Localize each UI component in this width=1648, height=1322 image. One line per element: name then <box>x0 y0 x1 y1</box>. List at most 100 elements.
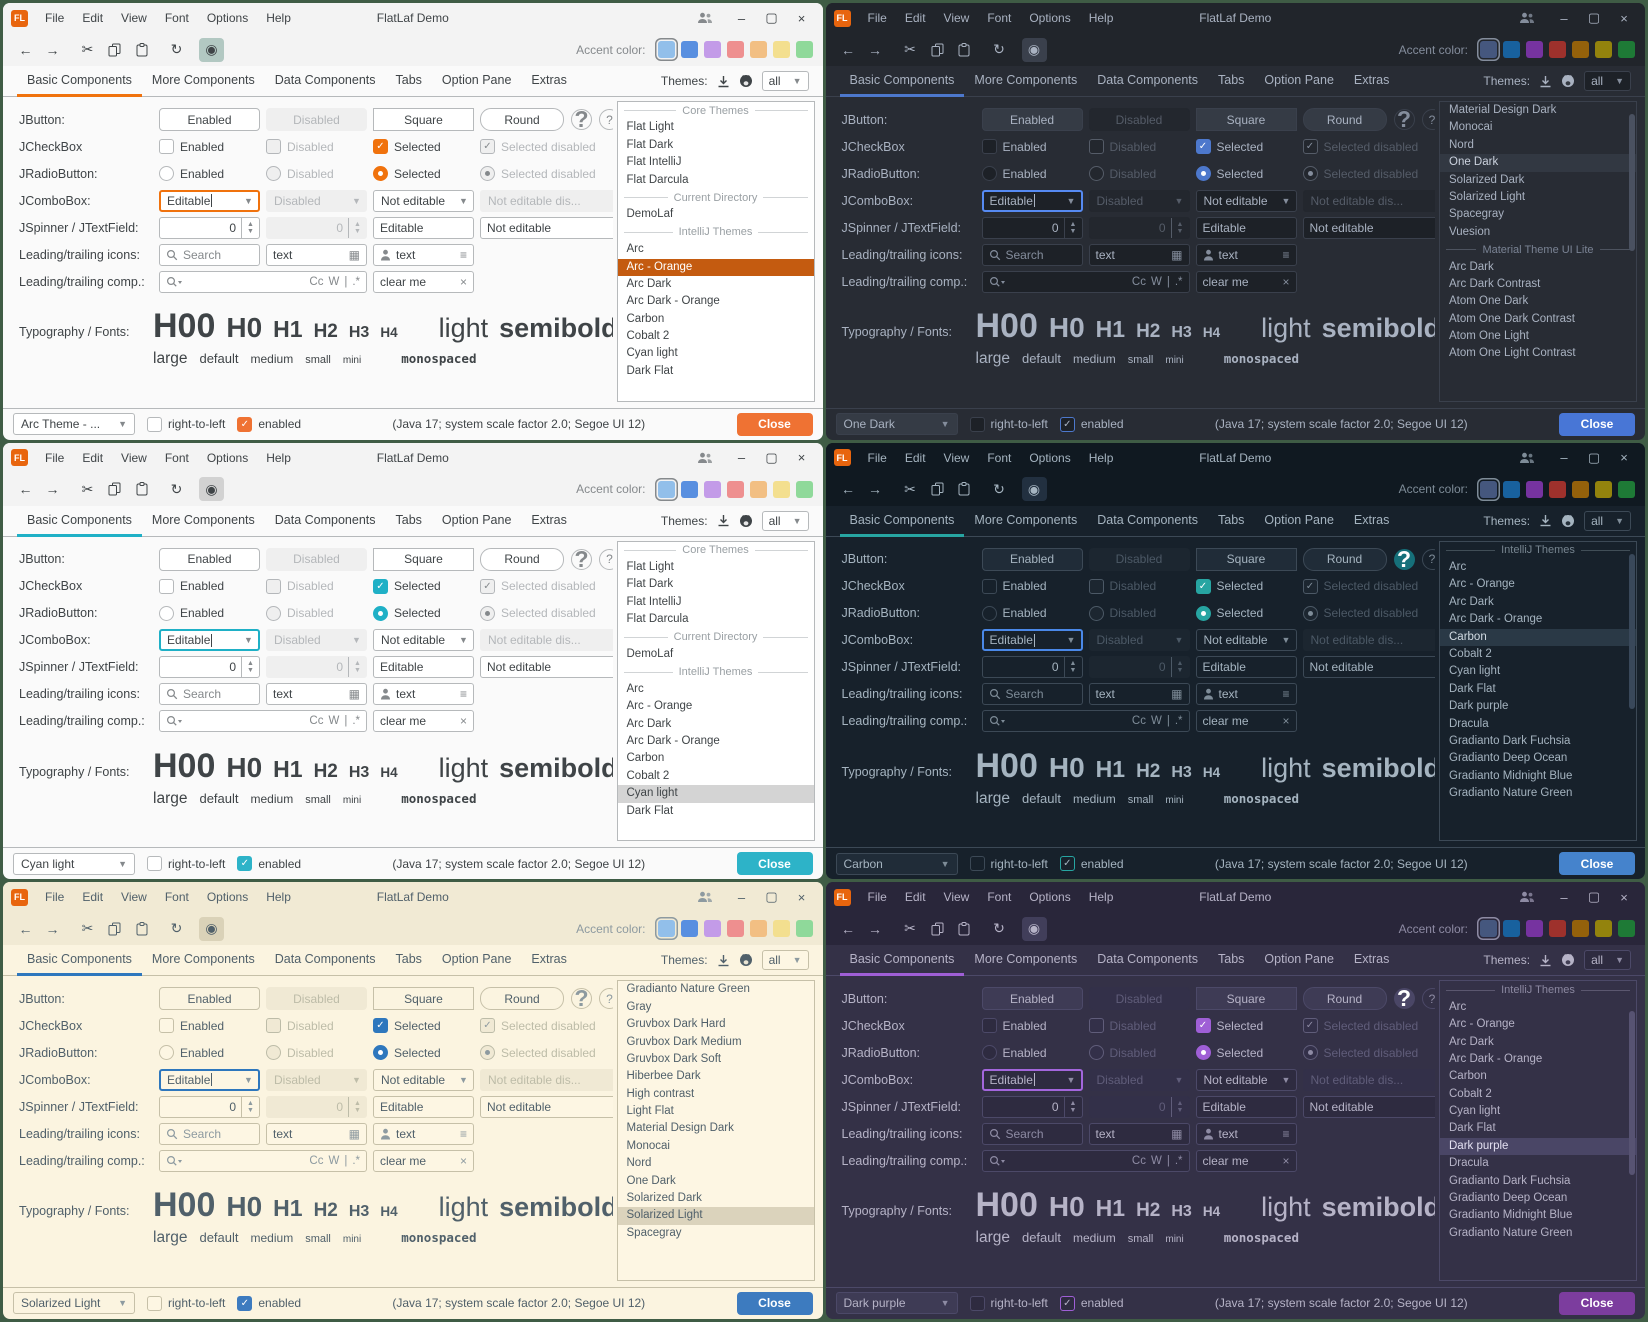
search-input[interactable]: Search <box>159 683 260 706</box>
accent-swatch-5[interactable] <box>749 41 767 58</box>
theme-item-cyan-light[interactable]: Cyan light <box>626 347 678 360</box>
themes-list[interactable]: Material Design Dark Monocai Nord One Dark S… <box>1439 101 1637 402</box>
theme-item-cyan-light[interactable]: Cyan light <box>1449 1105 1501 1118</box>
spinner[interactable]: 0 ▲ ▼ <box>981 216 1083 239</box>
theme-item-carbon[interactable]: Carbon <box>1440 628 1636 646</box>
radio-selected[interactable]: Selected <box>1195 605 1297 621</box>
right-to-left-checkbox[interactable]: ✓right-to-left <box>147 1295 225 1311</box>
combobox-not-editable[interactable]: Not editable ▼ <box>373 629 474 652</box>
whole-word-toggle[interactable]: W <box>1150 715 1162 728</box>
theme-item-arc-orange[interactable]: Arc - Orange <box>617 258 814 276</box>
square-button[interactable]: Square <box>373 987 474 1011</box>
tab-basic-components[interactable]: Basic Components <box>17 947 142 977</box>
enabled-button[interactable]: Enabled <box>981 987 1083 1011</box>
forward-button[interactable]: → <box>45 481 60 498</box>
spinner[interactable]: 0 ▲ ▼ <box>981 656 1083 679</box>
tab-extras[interactable]: Extras <box>531 952 567 967</box>
close-button[interactable]: Close <box>1559 1291 1635 1315</box>
accent-swatch-3[interactable] <box>703 480 721 498</box>
theme-item-spacegray[interactable]: Spacegray <box>626 1226 682 1239</box>
menu-font[interactable]: Font <box>987 11 1012 25</box>
cut-button[interactable]: ✂ <box>81 41 94 57</box>
search-options-field[interactable]: Cc W | .* <box>159 270 367 293</box>
checkbox-enabled[interactable]: ✓Enabled <box>981 1018 1083 1034</box>
clearable-field[interactable]: clear me × <box>1195 1149 1297 1172</box>
accent-swatch-2[interactable] <box>1503 41 1520 58</box>
search-dropdown-icon[interactable] <box>166 715 183 727</box>
tab-extras[interactable]: Extras <box>531 73 567 87</box>
theme-item-gradianto-dark-fuchsia[interactable]: Gradianto Dark Fuchsia <box>1449 1174 1571 1187</box>
accent-swatch-5[interactable] <box>1572 480 1589 498</box>
square-button[interactable]: Square <box>1195 987 1297 1011</box>
show-toggle-button[interactable]: ◉ <box>199 37 224 62</box>
forward-button[interactable]: → <box>45 920 60 937</box>
menu-font[interactable]: Font <box>987 450 1012 465</box>
theme-item-flat-light[interactable]: Flat Light <box>626 121 674 134</box>
menu-view[interactable]: View <box>121 890 147 905</box>
text-field-table-icon[interactable]: text ▦ <box>1088 1122 1190 1145</box>
accent-swatch-7[interactable] <box>1618 480 1635 498</box>
text-field-table-icon[interactable]: text ▦ <box>1088 243 1190 266</box>
right-to-left-checkbox[interactable]: ✓right-to-left <box>147 856 225 872</box>
combobox-editable[interactable]: Editable ▼ <box>159 629 260 652</box>
window-close-button[interactable]: × <box>797 450 806 466</box>
tab-option-pane[interactable]: Option Pane <box>1264 73 1334 87</box>
accent-swatch-1[interactable] <box>1480 41 1497 58</box>
refresh-button[interactable]: ↻ <box>170 41 183 57</box>
back-button[interactable]: ← <box>18 481 33 498</box>
theme-item-flat-dark[interactable]: Flat Dark <box>626 138 674 151</box>
back-button[interactable]: ← <box>18 920 33 937</box>
combobox-not-editable[interactable]: Not editable ▼ <box>1195 629 1297 652</box>
paste-button[interactable] <box>952 917 977 941</box>
menu-font[interactable]: Font <box>164 890 189 905</box>
theme-item-flat-dark[interactable]: Flat Dark <box>626 578 674 591</box>
enabled-button[interactable]: Enabled <box>159 108 260 131</box>
paste-button[interactable] <box>129 38 154 62</box>
theme-item-flat-intellij[interactable]: Flat IntelliJ <box>626 595 682 608</box>
theme-item-dracula[interactable]: Dracula <box>1449 717 1489 730</box>
menu-file[interactable]: File <box>45 11 65 25</box>
accent-swatch-4[interactable] <box>1549 920 1566 938</box>
help-button[interactable]: ? <box>571 985 592 1011</box>
theme-item-solarized-dark[interactable]: Solarized Dark <box>626 1192 702 1205</box>
theme-item-arc-dark[interactable]: Arc Dark <box>1449 595 1494 608</box>
show-toggle-button[interactable]: ◉ <box>199 477 224 502</box>
show-toggle-button[interactable]: ◉ <box>1021 37 1047 62</box>
theme-item-arc-orange[interactable]: Arc - Orange <box>626 700 693 713</box>
round-button[interactable]: Round <box>480 547 564 571</box>
text-field-person-icon[interactable]: text ≡ <box>1195 1122 1297 1145</box>
theme-item-monocai[interactable]: Monocai <box>1449 121 1493 134</box>
menu-font[interactable]: Font <box>164 450 189 465</box>
checkbox-selected[interactable]: ✓ Selected <box>373 578 474 594</box>
close-button[interactable]: Close <box>1559 412 1635 436</box>
round-button[interactable]: Round <box>1302 987 1387 1011</box>
help-button-2[interactable]: ? <box>1421 988 1435 1010</box>
regex-toggle[interactable]: .* <box>352 275 360 288</box>
text-field-table-icon[interactable]: text ▦ <box>266 243 367 266</box>
text-field-person-icon[interactable]: text ≡ <box>373 243 474 266</box>
window-close-button[interactable]: × <box>797 889 806 905</box>
accent-swatch-1[interactable] <box>657 920 675 938</box>
menu-view[interactable]: View <box>943 11 970 25</box>
match-case-toggle[interactable]: Cc <box>309 275 324 288</box>
menu-options[interactable]: Options <box>1029 890 1071 905</box>
whole-word-toggle[interactable]: W <box>1150 275 1162 288</box>
text-field-person-icon[interactable]: text ≡ <box>1195 683 1297 706</box>
spinner[interactable]: 0 ▲ ▼ <box>159 216 260 239</box>
users-icon[interactable] <box>1519 452 1535 464</box>
enabled-checkbox[interactable]: ✓ enabled <box>1059 1295 1124 1311</box>
themes-list[interactable]: Core Themes Flat Light Flat Dark Flat Intel… <box>616 540 815 842</box>
accent-swatch-6[interactable] <box>772 41 790 58</box>
download-icon[interactable] <box>1539 954 1552 967</box>
back-button[interactable]: ← <box>841 920 855 937</box>
theme-item-gradianto-dark-fuchsia[interactable]: Gradianto Dark Fuchsia <box>1449 734 1571 747</box>
enabled-button[interactable]: Enabled <box>981 547 1083 571</box>
accent-swatch-6[interactable] <box>772 480 790 498</box>
combobox-not-editable[interactable]: Not editable ▼ <box>373 189 474 212</box>
help-button-2[interactable]: ? <box>599 548 613 570</box>
accent-swatch-2[interactable] <box>1503 480 1520 498</box>
help-button-2[interactable]: ? <box>599 988 613 1010</box>
enabled-checkbox[interactable]: ✓ enabled <box>1059 416 1124 432</box>
round-button[interactable]: Round <box>480 987 564 1011</box>
round-button[interactable]: Round <box>1302 547 1387 571</box>
